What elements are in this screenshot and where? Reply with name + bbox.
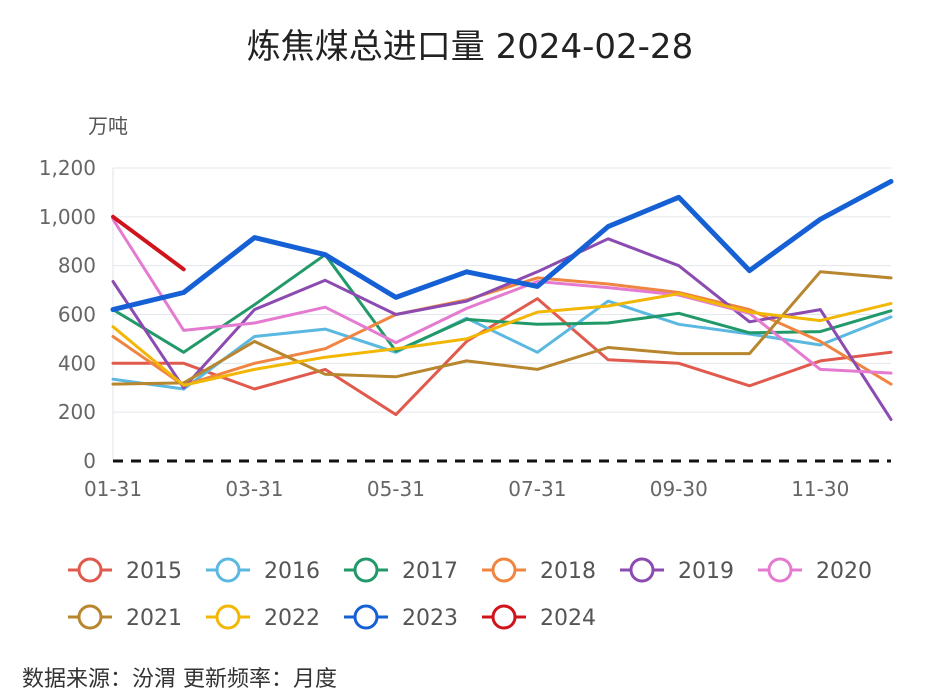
x-tick-label: 05-31 <box>367 477 425 501</box>
y-tick-label: 600 <box>58 303 96 327</box>
y-axis-unit: 万吨 <box>88 114 128 138</box>
legend-label: 2018 <box>540 559 596 584</box>
legend-marker-icon <box>353 604 379 630</box>
y-tick-label: 0 <box>83 449 96 473</box>
x-tick-label: 01-31 <box>84 477 142 501</box>
legend-marker-icon <box>77 604 103 630</box>
series-line-2022 <box>111 292 893 387</box>
legend-label: 2017 <box>402 559 458 584</box>
series-line-2024 <box>111 214 186 272</box>
legend-label: 2021 <box>126 606 182 631</box>
y-tick-label: 1,200 <box>39 156 96 180</box>
series-line-2021 <box>111 270 893 386</box>
legend-item-2017[interactable]: 2017 <box>344 557 458 584</box>
x-tick-label: 11-30 <box>791 477 849 501</box>
legend-label: 2023 <box>402 606 458 631</box>
legend-marker-icon <box>491 604 517 630</box>
legend-item-2015[interactable]: 2015 <box>68 557 182 584</box>
legend-label: 2016 <box>264 559 320 584</box>
legend-item-2020[interactable]: 2020 <box>758 557 872 584</box>
legend-item-2024[interactable]: 2024 <box>482 604 596 631</box>
y-axis-ticks: 0 200 400 600 800 1,000 1,200 <box>39 156 96 473</box>
y-tick-label: 1,000 <box>39 205 96 229</box>
x-tick-label: 07-31 <box>508 477 566 501</box>
legend-marker-icon <box>491 557 517 583</box>
legend-item-2018[interactable]: 2018 <box>482 557 596 584</box>
series-line-2020 <box>111 217 893 375</box>
series-line-2017 <box>111 253 893 354</box>
legend-marker-icon <box>215 604 241 630</box>
legend-marker-icon <box>215 557 241 583</box>
data-source-note: 数据来源：汾渭 更新频率：月度 <box>22 667 337 692</box>
legend-item-2019[interactable]: 2019 <box>620 557 734 584</box>
series-line-2016 <box>111 299 893 391</box>
legend-item-2023[interactable]: 2023 <box>344 604 458 631</box>
legend-marker-icon <box>77 557 103 583</box>
y-tick-label: 200 <box>58 400 96 424</box>
legend-marker-icon <box>353 557 379 583</box>
legend-label: 2022 <box>264 606 320 631</box>
legend-item-2021[interactable]: 2021 <box>68 604 182 631</box>
legend-marker-icon <box>629 557 655 583</box>
x-tick-label: 09-30 <box>650 477 708 501</box>
grid <box>112 167 891 461</box>
legend-label: 2019 <box>678 559 734 584</box>
series-line-2019 <box>111 237 893 421</box>
legend: 2015 2016 2017 2018 2019 2020 2021 2022 2023 2024 <box>68 557 872 631</box>
series-line-2015 <box>111 297 893 417</box>
x-axis-ticks: 01-31 03-31 05-31 07-31 09-30 11-30 <box>84 477 849 501</box>
y-tick-label: 400 <box>58 351 96 375</box>
legend-label: 2015 <box>126 559 182 584</box>
legend-label: 2024 <box>540 606 596 631</box>
y-tick-label: 800 <box>58 254 96 278</box>
x-tick-label: 03-31 <box>225 477 283 501</box>
chart-title: 炼焦煤总进口量 2024-02-28 <box>247 27 693 67</box>
legend-marker-icon <box>767 557 793 583</box>
series-line-2023 <box>110 178 894 313</box>
legend-item-2022[interactable]: 2022 <box>206 604 320 631</box>
series-lines <box>110 178 894 421</box>
legend-label: 2020 <box>816 559 872 584</box>
legend-item-2016[interactable]: 2016 <box>206 557 320 584</box>
